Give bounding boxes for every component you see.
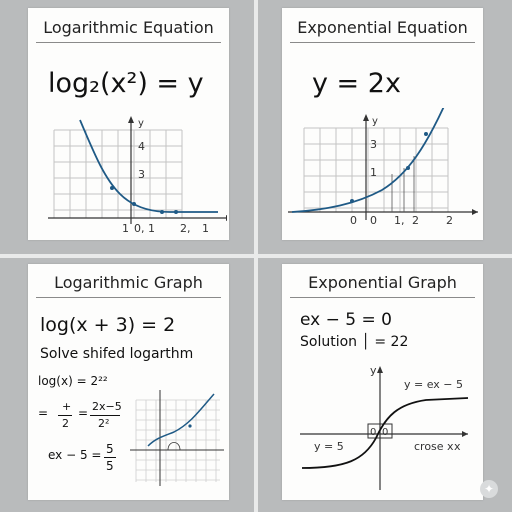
curve-point xyxy=(132,202,136,206)
sparkle-icon: ✦ xyxy=(480,480,498,498)
log-graph-formula: log(x + 3) = 2 xyxy=(40,314,175,336)
x-tick: 1, xyxy=(394,214,405,227)
card-title: Logarithmic Equation xyxy=(28,18,229,37)
x-tick: 2 xyxy=(412,214,419,227)
card-title: Logarithmic Graph xyxy=(28,273,229,292)
curve-label: y = ex − 5 xyxy=(404,378,463,391)
work-line-3: ex − 5 = xyxy=(48,448,101,462)
log-equation-card: Logarithmic Equation log₂(x²) = y y 4 3 … xyxy=(28,8,229,240)
exp-graph-plot: y y = ex − 5 y = 5 crose x x 0 0 xyxy=(286,364,481,494)
fraction-top: + xyxy=(62,400,71,413)
box-label: 0 xyxy=(370,427,376,438)
x-tick: 2 xyxy=(446,214,453,227)
log-equation-graph: y 4 3 1 0, 1 2, 1 xyxy=(42,108,227,238)
box-label: 0 xyxy=(382,427,388,438)
curve-point xyxy=(160,210,164,214)
x-tick: 0 xyxy=(370,214,377,227)
curve-point xyxy=(188,424,191,427)
log-graph-plot xyxy=(128,386,226,492)
title-underline xyxy=(290,297,475,298)
x-axis-label: x xyxy=(454,440,461,453)
fraction-top: 5 xyxy=(106,442,114,456)
curve-point xyxy=(350,199,354,203)
exp-equation-card: Exponential Equation y = 2x y 3 1 0 0 1,… xyxy=(282,8,483,240)
y-axis-label: y xyxy=(372,116,378,127)
card-title: Exponential Equation xyxy=(282,18,483,37)
y-tick: 1 xyxy=(370,166,377,179)
work-line-1: log(⁲x) = 2²² xyxy=(38,374,108,388)
curve-point xyxy=(174,210,178,214)
x-tick: 1 xyxy=(202,222,209,235)
curve-point xyxy=(110,186,114,190)
exp-graph-formula: ex − 5 = 0 xyxy=(300,310,392,330)
exp-equation-graph: y 3 1 0 0 1, 2 2 xyxy=(286,108,481,236)
left-label: y = 5 xyxy=(314,440,344,453)
title-underline xyxy=(36,297,221,298)
log-graph-card: Logarithmic Graph log(x + 3) = 2 Solve s… xyxy=(28,264,229,500)
horizontal-divider xyxy=(0,254,512,258)
exp-graph-solution: Solution │ = 22 xyxy=(300,334,408,350)
log-curve xyxy=(80,120,218,212)
x-tick: 1 xyxy=(122,222,129,235)
x-tick: 0 xyxy=(350,214,357,227)
right-label: crose x xyxy=(414,440,454,453)
title-underline xyxy=(290,42,475,43)
y-tick: 3 xyxy=(138,168,145,181)
work-line-2-eq: = xyxy=(38,406,48,420)
log-graph-subtitle: Solve shifed logarthm xyxy=(40,346,193,362)
fraction-bottom: 2 xyxy=(62,417,69,430)
y-axis-label: y xyxy=(370,364,377,377)
work-line-2-eq2: = xyxy=(78,406,88,420)
fraction-top: 2x−5 xyxy=(92,400,122,413)
fraction-bottom: 2² xyxy=(98,417,109,430)
exp-graph-card: Exponential Graph ex − 5 = 0 Solution │ … xyxy=(282,264,483,500)
log-equation-formula: log₂(x²) = y xyxy=(48,68,204,99)
curve-point xyxy=(424,132,428,136)
x-tick: 0, 1 xyxy=(134,222,155,235)
y-axis-label: y xyxy=(138,118,144,129)
title-underline xyxy=(36,42,221,43)
fraction-bottom: 5 xyxy=(106,459,114,473)
y-tick: 4 xyxy=(138,140,145,153)
x-tick: 2, xyxy=(180,222,191,235)
y-tick: 3 xyxy=(370,138,377,151)
exp-equation-formula: y = 2x xyxy=(312,68,401,99)
curve-point xyxy=(406,166,410,170)
card-title: Exponential Graph xyxy=(282,273,483,292)
